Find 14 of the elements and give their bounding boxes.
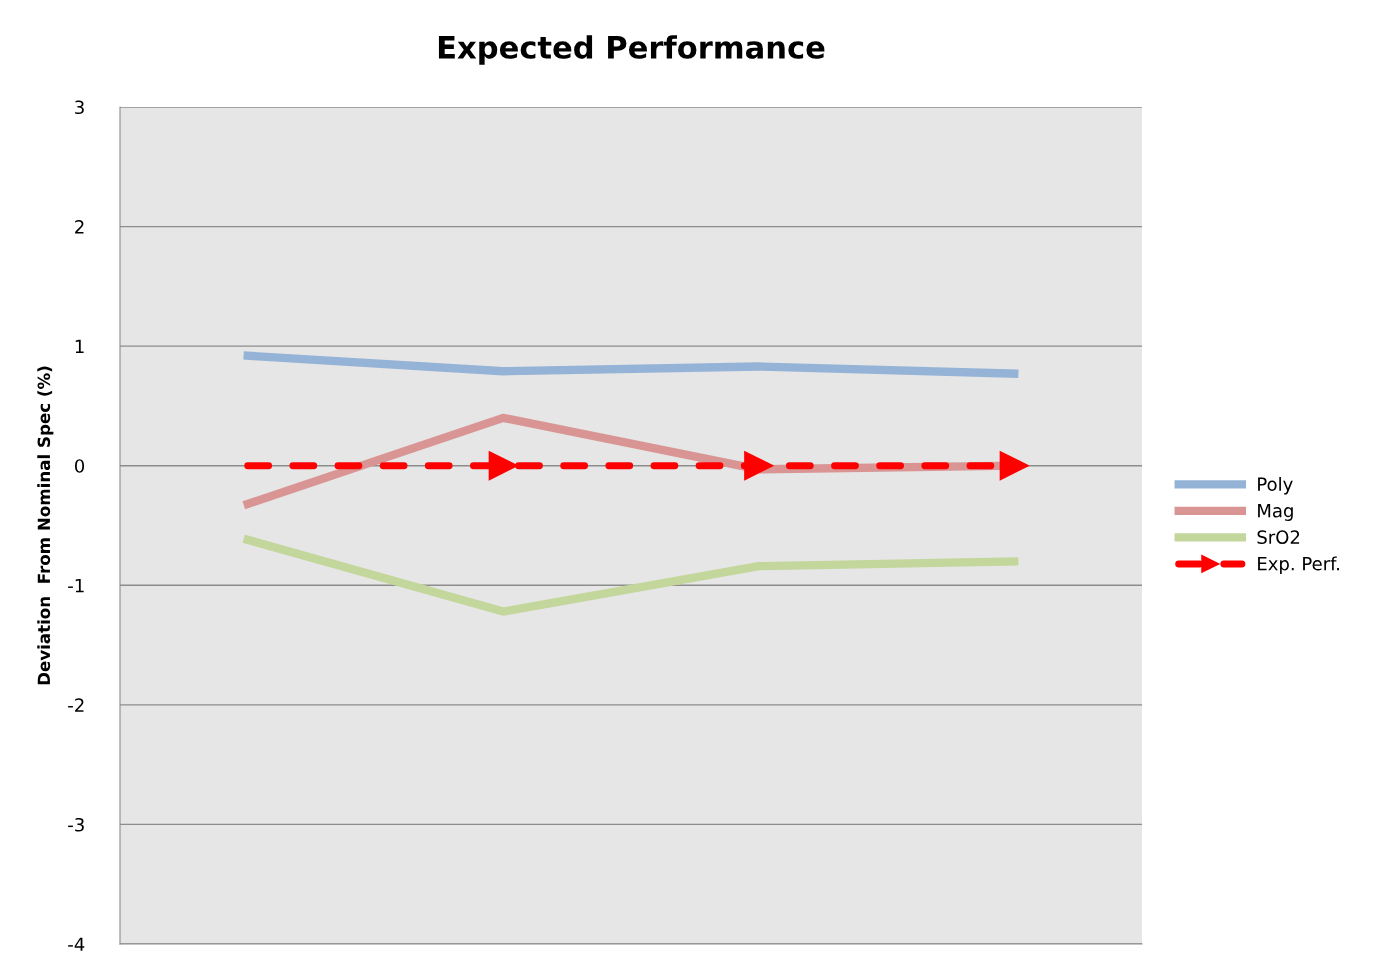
y-tick-label: -3	[68, 817, 84, 832]
chart-title: Expected Performance	[438, 35, 825, 65]
legend-label: Poly	[1258, 477, 1293, 495]
y-tick-label: 1	[75, 339, 84, 353]
y-tick-label: 0	[74, 459, 85, 473]
legend-label: Mag	[1258, 504, 1293, 521]
y-axis-title: Deviation From Nominal Spec (%)	[37, 366, 54, 685]
y-tick-label: -1	[68, 578, 84, 593]
legend-label: Exp. Perf.	[1258, 556, 1339, 574]
y-tick-label: -2	[68, 698, 84, 712]
legend-label: SrO2	[1257, 530, 1300, 544]
y-tick-label: -4	[68, 937, 85, 951]
y-tick-label: 2	[75, 220, 84, 234]
y-tick-label: 3	[75, 100, 84, 115]
